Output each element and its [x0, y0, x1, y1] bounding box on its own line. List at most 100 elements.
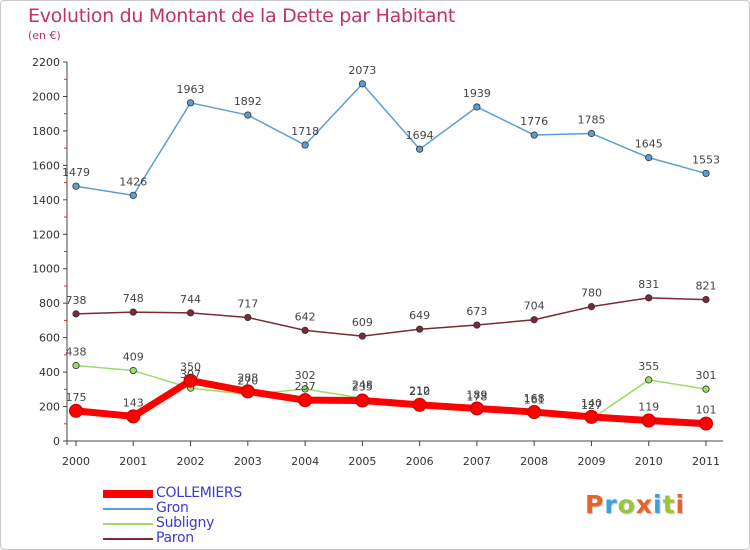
- data-point: [72, 361, 80, 370]
- data-point: [358, 80, 366, 88]
- data-point: [301, 141, 309, 149]
- data-point: [587, 303, 596, 311]
- data-label: 288: [237, 371, 258, 384]
- data-point: [702, 385, 710, 393]
- x-tick-label: 2010: [635, 455, 663, 468]
- data-point: [69, 403, 83, 418]
- data-point: [469, 401, 484, 416]
- y-tick-label: 0: [53, 435, 60, 448]
- data-label: 302: [295, 369, 316, 382]
- x-tick-label: 2006: [406, 455, 434, 468]
- data-point: [530, 316, 538, 324]
- data-label: 2073: [348, 64, 376, 77]
- data-label: 821: [696, 280, 717, 293]
- data-label: 161: [524, 393, 545, 406]
- data-point: [527, 405, 542, 420]
- data-label: 210: [409, 385, 430, 398]
- data-point: [645, 154, 653, 162]
- x-tick-label: 2008: [520, 455, 548, 468]
- data-point: [584, 409, 599, 424]
- data-label: 175: [66, 391, 87, 404]
- data-point: [641, 413, 656, 428]
- data-label: 831: [638, 278, 659, 291]
- data-label: 1479: [62, 166, 90, 179]
- data-point: [244, 111, 252, 119]
- data-point: [416, 325, 424, 333]
- data-label: 212: [409, 384, 430, 397]
- data-label: 649: [409, 309, 430, 322]
- data-label: 301: [696, 369, 717, 382]
- data-label: 168: [524, 392, 545, 405]
- data-label: 744: [180, 293, 201, 306]
- data-point: [412, 397, 427, 412]
- data-label: 717: [237, 297, 258, 310]
- legend-label: COLLEMIERS: [156, 485, 242, 501]
- data-label: 140: [581, 397, 602, 410]
- data-point: [129, 191, 137, 199]
- legend-swatch: [103, 490, 153, 498]
- proxiti-logo: Proxiti: [585, 490, 686, 519]
- data-label: 1718: [291, 125, 319, 138]
- data-label: 704: [524, 300, 545, 313]
- y-tick-label: 1000: [32, 263, 60, 276]
- x-tick-label: 2005: [348, 455, 376, 468]
- x-tick-label: 2001: [119, 455, 147, 468]
- data-label: 119: [638, 400, 659, 413]
- y-tick-label: 800: [39, 297, 60, 310]
- data-point: [587, 129, 596, 138]
- x-tick-label: 2011: [692, 455, 720, 468]
- data-point: [473, 103, 481, 111]
- data-label: 1553: [692, 153, 720, 166]
- series-line-collemiers: [72, 377, 710, 428]
- data-label: 1645: [635, 138, 663, 151]
- series-line-gron: [75, 83, 707, 197]
- data-point: [183, 373, 198, 388]
- data-point: [129, 308, 137, 316]
- x-tick-label: 2000: [62, 455, 90, 468]
- data-label: 235: [352, 381, 373, 394]
- data-label: 1785: [577, 113, 605, 126]
- y-tick-label: 600: [39, 332, 60, 345]
- data-label: 189: [466, 388, 487, 401]
- data-point: [244, 313, 252, 322]
- data-label: 1776: [520, 115, 548, 128]
- x-tick-label: 2002: [177, 455, 205, 468]
- x-tick-label: 2004: [291, 455, 319, 468]
- data-label: 127: [581, 399, 602, 412]
- data-label: 1892: [234, 95, 262, 108]
- data-point: [473, 321, 481, 329]
- x-tick-label: 2009: [577, 455, 605, 468]
- y-tick-label: 1200: [32, 228, 60, 241]
- data-label: 642: [295, 310, 316, 323]
- data-point: [301, 326, 309, 335]
- data-point: [186, 309, 195, 317]
- data-point: [702, 169, 710, 178]
- data-point: [645, 294, 653, 302]
- data-point: [240, 384, 255, 399]
- data-label: 101: [696, 404, 717, 417]
- legend-label: Subligny: [156, 515, 215, 531]
- data-label: 355: [638, 360, 659, 373]
- data-point: [530, 131, 538, 139]
- y-tick-label: 1400: [32, 194, 60, 207]
- data-label: 1694: [406, 129, 434, 142]
- data-point: [129, 366, 137, 375]
- data-point: [355, 393, 370, 408]
- legend-label: Paron: [156, 530, 194, 546]
- data-label: 178: [466, 390, 487, 403]
- data-point: [126, 409, 141, 424]
- data-point: [358, 332, 366, 340]
- y-tick-label: 200: [39, 401, 60, 414]
- series-line-paron: [75, 297, 707, 337]
- data-point: [699, 416, 713, 431]
- data-label: 1963: [177, 83, 205, 96]
- data-point: [645, 376, 653, 384]
- legend-swatch: [103, 508, 153, 510]
- data-label: 1426: [119, 175, 147, 188]
- data-point: [416, 145, 424, 153]
- chart-subtitle: (en €): [28, 29, 61, 42]
- data-label: 609: [352, 316, 373, 329]
- data-label: 409: [123, 351, 144, 364]
- data-point: [72, 310, 80, 318]
